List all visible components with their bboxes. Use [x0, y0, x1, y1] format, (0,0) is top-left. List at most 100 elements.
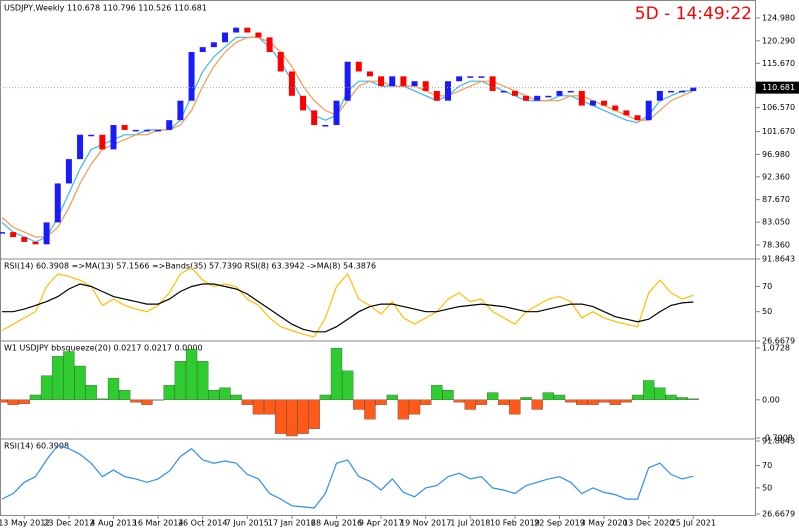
candle: [556, 90, 563, 96]
candle: [266, 37, 273, 52]
x-tick-label: 17 Jan 2016: [268, 519, 316, 528]
squeeze-bar: [74, 365, 86, 400]
x-tick-label: 19 Nov 2017: [400, 519, 451, 528]
y-tick-label: 91.8643: [762, 255, 795, 264]
squeeze-bar: [52, 356, 64, 400]
plot-frame: [0, 0, 756, 516]
squeeze-bar: [631, 394, 644, 400]
candle: [99, 134, 106, 150]
squeeze-bar: [431, 385, 443, 400]
candle: [132, 129, 139, 132]
candle: [233, 27, 240, 33]
candle: [567, 90, 574, 93]
squeeze-bar: [252, 399, 265, 415]
rsi-title: RSI(14) 60.3908 =>MA(13) 57.1566 =>Bands…: [4, 262, 376, 271]
candle: [199, 47, 206, 52]
squeeze-bar: [130, 399, 142, 403]
y-tick-label: 91.8643: [762, 437, 795, 446]
candle: [121, 125, 128, 130]
candle: [634, 115, 641, 121]
candle: [333, 100, 340, 126]
x-tick-label: 16 Mar 2014: [133, 519, 184, 528]
squeeze-bar: [520, 397, 532, 400]
candle: [10, 232, 17, 238]
squeeze-bar: [598, 399, 610, 403]
candle: [177, 100, 184, 121]
squeeze-bar: [319, 394, 332, 400]
candle: [589, 100, 596, 106]
candle: [467, 76, 474, 78]
squeeze-bar: [152, 399, 164, 401]
candle: [88, 134, 95, 137]
x-tick-label: 25 Jul 2021: [671, 519, 716, 528]
squeeze-bar: [576, 399, 588, 405]
candle: [244, 27, 251, 33]
y-tick-label: 115.670: [762, 59, 795, 68]
y-tick-label: 0.00: [762, 395, 780, 404]
squeeze-bar: [565, 399, 577, 403]
candle: [500, 90, 507, 93]
squeeze-bar: [509, 399, 521, 415]
squeeze-bar: [29, 394, 42, 400]
squeeze-bar: [0, 399, 8, 403]
y-tick-label: 26.6679: [762, 337, 795, 346]
candle: [110, 125, 117, 150]
candle: [222, 32, 228, 43]
x-tick-label: 1 Jul 2018: [450, 519, 490, 528]
squeeze-bar: [397, 399, 410, 420]
y-tick-label: 78.360: [762, 241, 790, 250]
candle: [65, 159, 72, 184]
candle: [478, 76, 485, 78]
candle: [322, 125, 329, 127]
candle: [143, 129, 150, 132]
y-tick-label: -0.7908: [762, 434, 793, 443]
squeeze-bar: [542, 392, 554, 400]
squeeze-bar: [364, 399, 376, 420]
line: [1, 36, 694, 238]
candle: [43, 222, 50, 245]
y-tick-label: 124.980: [762, 14, 795, 23]
squeeze-bar: [341, 370, 354, 400]
candle: [54, 183, 61, 223]
y-tick-label: 106.570: [762, 103, 795, 112]
squeeze-bar: [185, 348, 198, 400]
x-tick-label: 26 Oct 2014: [178, 519, 227, 528]
candle: [166, 120, 173, 130]
line: [1, 266, 694, 338]
candle: [366, 71, 373, 77]
main-title: USDJPY,Weekly 110.678 110.796 110.526 11…: [4, 4, 207, 13]
candle: [21, 237, 28, 242]
line: [2, 283, 694, 333]
candle: [0, 232, 5, 234]
candle: [445, 81, 451, 101]
x-tick-label: 3 May 2020: [581, 519, 628, 528]
y-tick-label: 101.670: [762, 127, 795, 136]
squeeze-bar: [208, 390, 220, 400]
squeeze-bar: [620, 399, 633, 403]
squeeze-bar: [297, 399, 309, 434]
candle: [422, 81, 429, 91]
squeeze-bar: [498, 399, 510, 405]
squeeze-bar: [408, 399, 421, 415]
squeeze-bar: [107, 377, 120, 400]
x-tick-label: 28 Aug 2016: [311, 519, 362, 528]
squeeze-bar: [174, 361, 187, 400]
y-tick-label: 92.360: [762, 172, 790, 181]
squeeze-bar: [286, 399, 298, 437]
squeeze-bar: [219, 387, 231, 400]
squeeze-bar: [308, 399, 320, 429]
squeeze-bar: [330, 347, 343, 400]
y-tick-label: 26.6679: [762, 510, 795, 519]
squeeze-bar: [275, 399, 287, 434]
squeeze-bar: [63, 351, 75, 400]
squeeze-bar: [643, 380, 655, 400]
candle: [355, 61, 362, 72]
x-tick-label: 4 Aug 2013: [90, 519, 136, 528]
squeeze-bar: [241, 399, 253, 405]
y-tick-label: 70: [762, 461, 772, 470]
squeeze-bar: [119, 390, 131, 400]
squeeze-title: W1 USDJPY bbsqueeze(20) 0.0217 0.0217 0.…: [4, 344, 203, 353]
x-tick-label: 23 Dec 2012: [43, 519, 94, 528]
squeeze-bar: [676, 397, 688, 400]
